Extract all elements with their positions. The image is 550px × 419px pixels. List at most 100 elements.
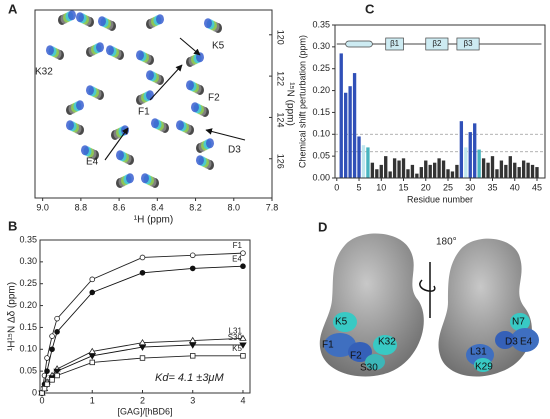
peak — [204, 18, 212, 29]
peak-label: K5 — [212, 41, 225, 52]
x-tick-label: 45 — [532, 182, 542, 192]
bar — [437, 158, 441, 178]
bar — [508, 156, 512, 178]
peak — [186, 80, 194, 91]
point — [139, 355, 146, 361]
peak — [176, 120, 184, 131]
point — [239, 334, 247, 341]
x-axis-label: Residue number — [407, 194, 473, 204]
y-tick-label: 0.20 — [19, 300, 37, 310]
peak — [96, 42, 104, 53]
peak — [196, 155, 204, 166]
peak — [81, 145, 89, 156]
bar — [499, 160, 504, 178]
shift-arrow — [205, 128, 246, 141]
point — [139, 269, 146, 276]
bar — [361, 145, 366, 178]
bar — [455, 164, 459, 178]
x-tick-label: 8.0 — [228, 202, 241, 212]
point — [54, 315, 60, 322]
y-tick-label: 120 — [276, 30, 286, 45]
peak — [46, 45, 54, 56]
point — [189, 252, 196, 259]
strand — [456, 37, 480, 51]
bar — [424, 160, 428, 178]
y-axis-label: Chemical shift perturbation (ppm) — [297, 35, 307, 168]
x-tick-label: 9.0 — [36, 202, 49, 212]
y-tick-label: 0.25 — [19, 278, 37, 288]
bar — [526, 162, 530, 178]
point — [44, 368, 50, 374]
plot-frame — [39, 239, 251, 394]
peak — [141, 173, 149, 184]
x-tick-label: 15 — [399, 182, 409, 192]
y-tick-label: 0.10 — [19, 344, 37, 354]
point — [49, 377, 55, 383]
y-tick-label: 0.25 — [312, 63, 330, 73]
bar — [339, 53, 343, 178]
bar — [504, 164, 508, 178]
panel-label: A — [8, 1, 18, 16]
peak — [156, 14, 164, 25]
y-tick-label: 0.20 — [312, 85, 330, 95]
point — [240, 263, 246, 270]
peak — [196, 52, 204, 63]
point — [49, 333, 55, 339]
point — [39, 390, 45, 396]
series-label: E4 — [232, 254, 242, 263]
residue-label: F1 — [322, 340, 334, 351]
protein-right — [438, 238, 539, 377]
x-tick-label: 4 — [240, 395, 245, 405]
bar — [415, 173, 419, 178]
panel-label: D — [318, 219, 327, 234]
bar — [344, 92, 348, 178]
peak-label: K32 — [35, 67, 53, 78]
bar — [410, 164, 415, 178]
strand-label: β1 — [390, 39, 400, 48]
x-tick-label: 35 — [487, 182, 497, 192]
annotation: Kd= 4.1 ±3μM — [155, 372, 224, 384]
peak-label: F2 — [208, 93, 220, 104]
point — [89, 276, 96, 283]
point — [189, 342, 197, 349]
y-tick-label: 0.15 — [19, 322, 37, 332]
residue-label: D3 — [505, 337, 518, 348]
peak — [98, 16, 106, 27]
point — [240, 250, 246, 256]
bar — [495, 169, 499, 178]
point — [49, 346, 55, 353]
bar — [401, 158, 406, 178]
peak — [151, 118, 159, 129]
x-tick-label: 2 — [140, 395, 145, 405]
bar — [517, 167, 521, 178]
bar — [375, 169, 379, 178]
y-tick-label: 0.30 — [312, 41, 330, 51]
bar — [459, 121, 464, 178]
plot-frame — [334, 24, 546, 179]
strand — [385, 37, 404, 51]
residue-label: K32 — [378, 337, 396, 348]
bar — [486, 162, 490, 178]
y-tick-label: 124 — [276, 112, 286, 127]
peak — [126, 173, 134, 184]
bar — [450, 171, 455, 178]
bar — [419, 167, 423, 178]
point — [54, 372, 60, 379]
x-tick-label: 7.8 — [266, 202, 279, 212]
y-tick-label: 0.30 — [19, 256, 37, 266]
bar — [513, 162, 517, 178]
bar — [446, 169, 450, 178]
panel-label: B — [8, 218, 17, 233]
bar — [406, 169, 410, 178]
panel-label: C — [365, 1, 375, 16]
point — [88, 353, 96, 360]
strand — [425, 37, 449, 51]
peak — [136, 50, 144, 61]
bar — [468, 132, 472, 178]
bar — [428, 164, 432, 178]
rotation-arrow — [419, 262, 436, 318]
series-label: F1 — [233, 241, 243, 250]
point — [53, 368, 61, 375]
bar — [366, 147, 370, 178]
bar — [477, 149, 481, 178]
